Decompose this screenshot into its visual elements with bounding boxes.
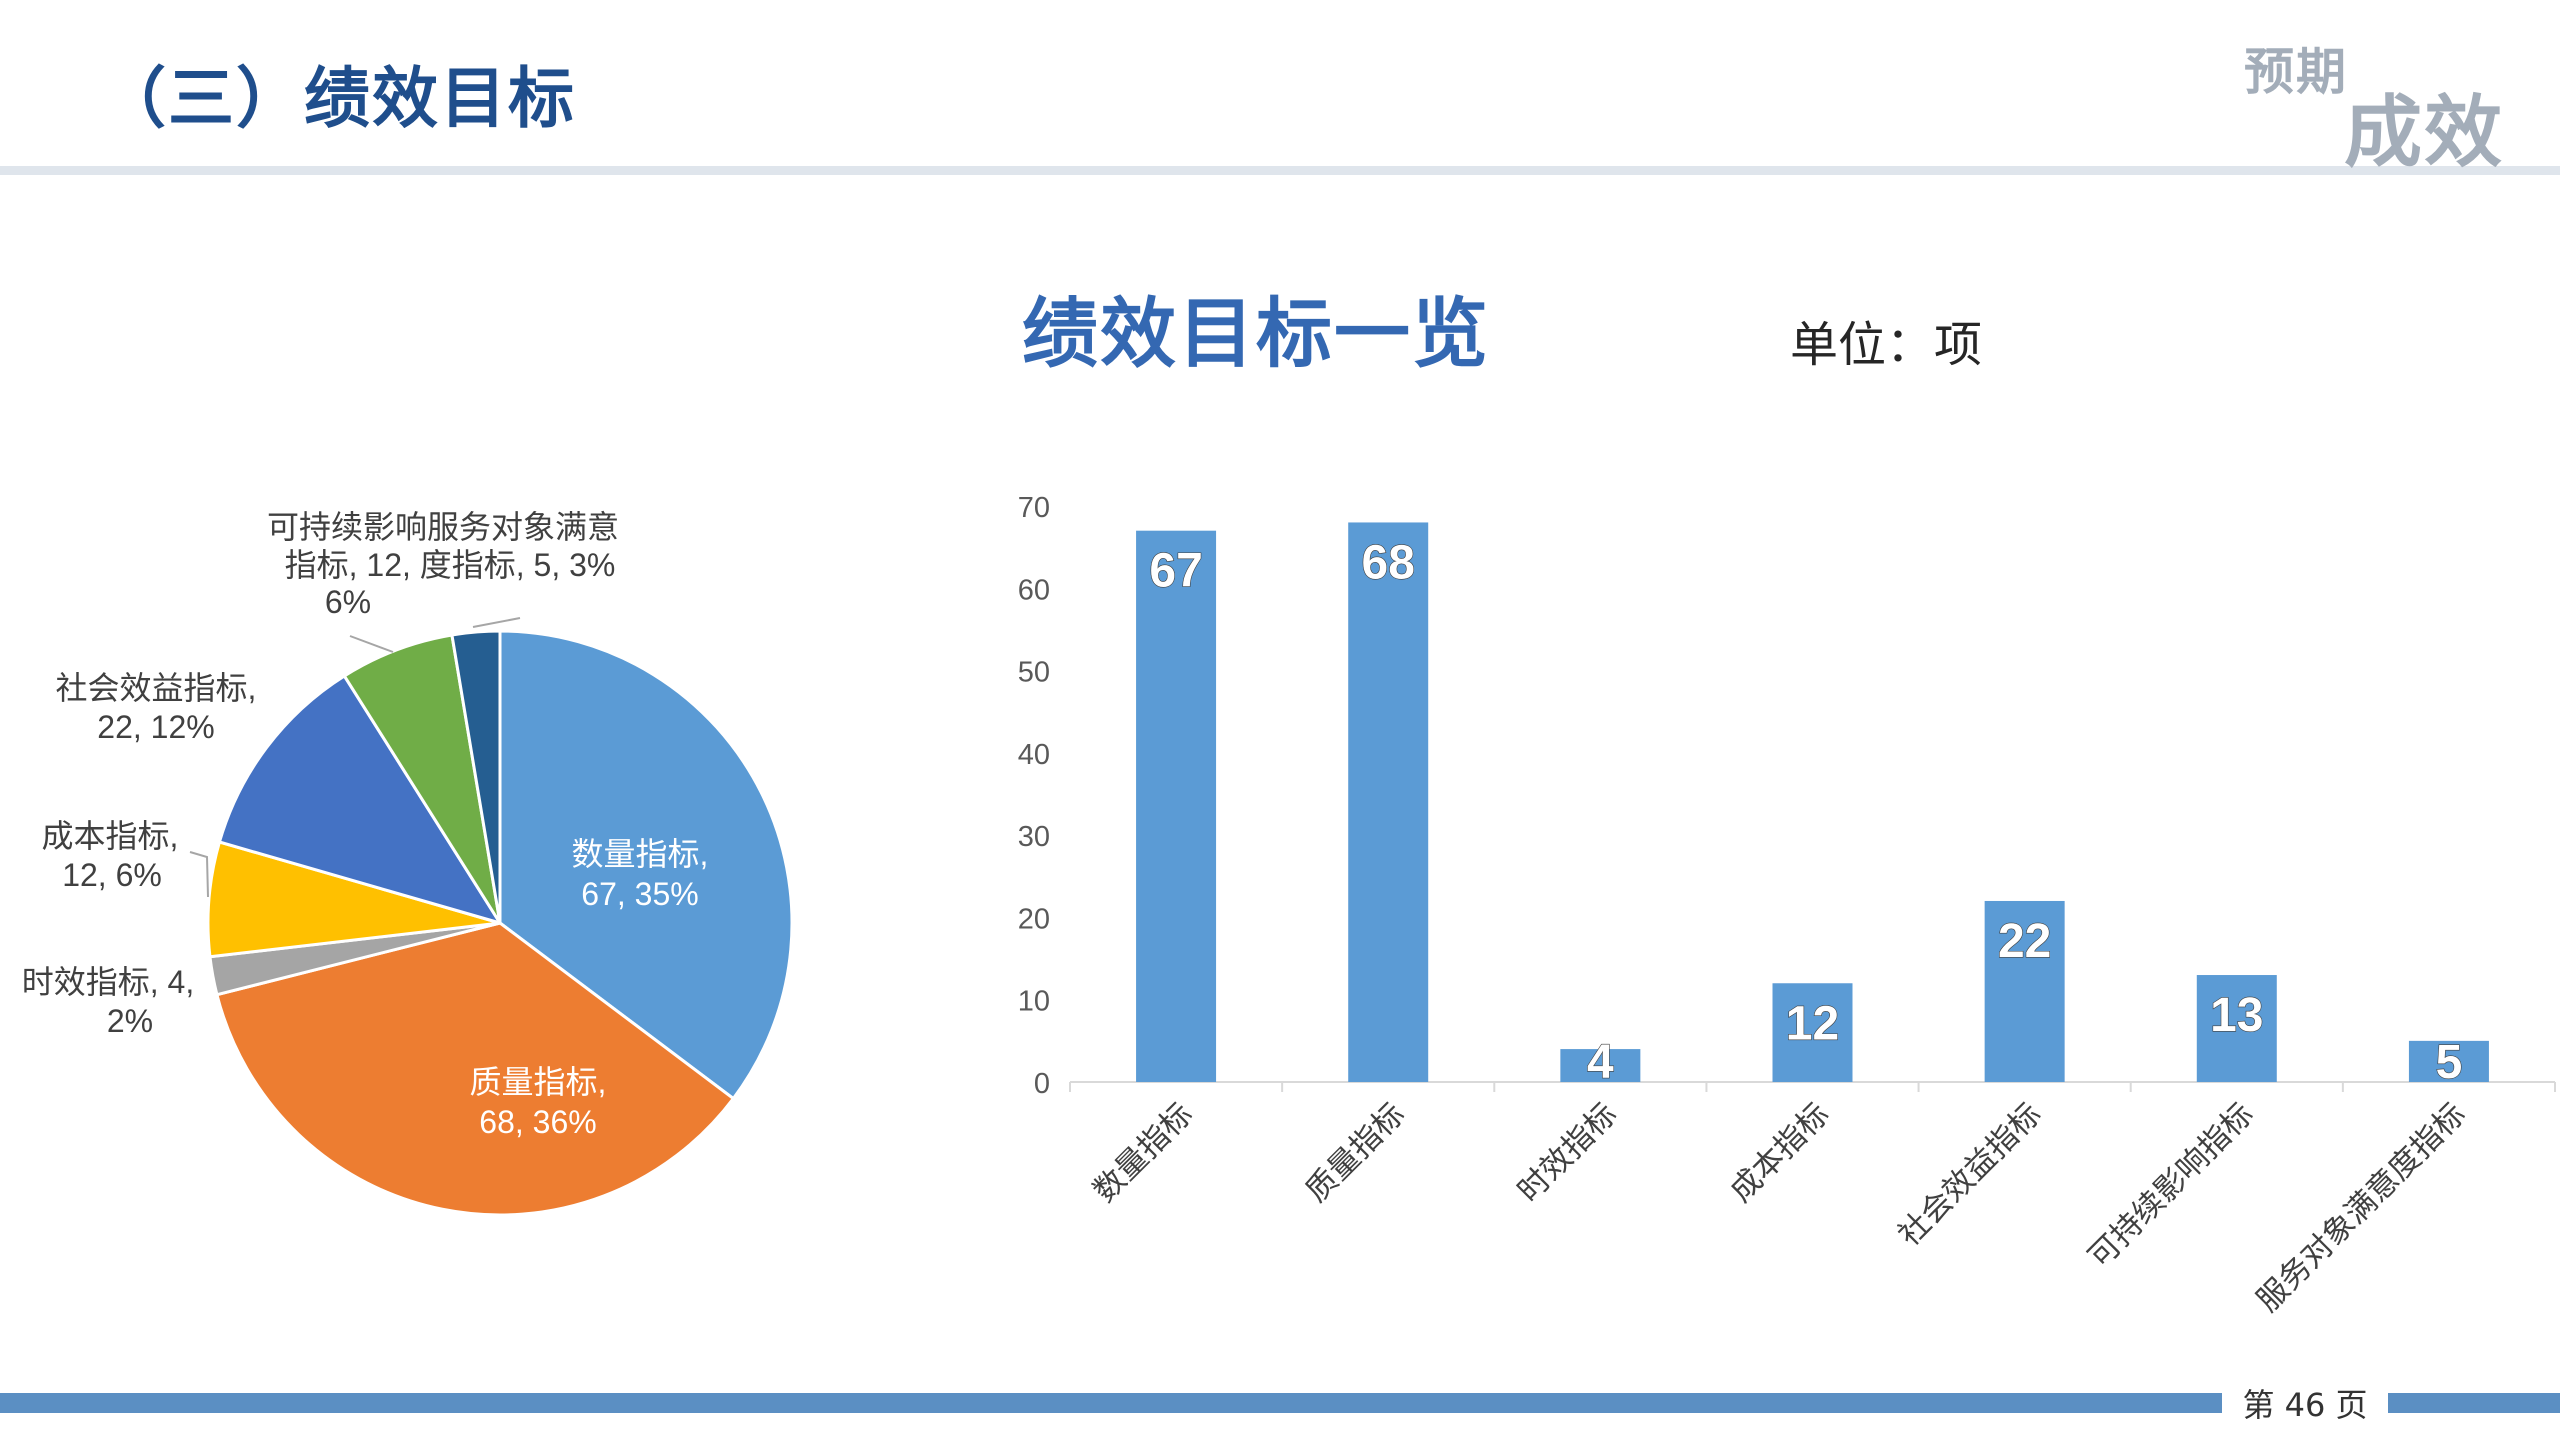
brand-line1: 预期 [2244, 43, 2348, 101]
page-title: （三）绩效目标 [100, 60, 576, 137]
pie-label: 68, 36% [479, 1104, 596, 1140]
pie-label: 2% [107, 1003, 153, 1039]
y-tick-label: 60 [1018, 574, 1050, 606]
pie-label: 社会效益指标, [56, 670, 257, 706]
pie-label: 质量指标, [470, 1064, 607, 1100]
pie-slice [498, 629, 794, 1101]
pie-label: 22, 12% [97, 709, 214, 745]
x-tick-label: 数量指标 [1087, 1096, 1199, 1208]
bar [1136, 530, 1217, 1082]
bar-value-label: 68 [1362, 536, 1415, 589]
pie-label: 可持续影响服务对象满意 [267, 509, 619, 545]
brand-line2: 成效 [2343, 88, 2504, 178]
pie-slice [206, 840, 501, 959]
unit-label: 单位：项 [1790, 317, 1983, 373]
pie-label: 数量指标, [572, 836, 709, 872]
bar-value-label: 13 [2210, 989, 2263, 1042]
y-tick-label: 50 [1018, 657, 1050, 689]
pie-leader-line [189, 851, 209, 898]
bar-value-label: 4 [1587, 1036, 1614, 1089]
x-tick-label: 质量指标 [1299, 1096, 1411, 1208]
pie-label: 6% [325, 584, 371, 620]
x-tick-label: 时效指标 [1511, 1096, 1623, 1208]
bar-value-label: 67 [1149, 545, 1202, 598]
bar [2408, 1040, 2489, 1082]
pie-label: 12, 6% [62, 857, 162, 893]
brand-logo: 预期 成效 [2244, 32, 2504, 178]
pie-chart: 数量指标, 67, 35% 质量指标, 68, 36% 时效指标, 4,2% 成本指标,1… [22, 509, 794, 1217]
bar-value-label: 12 [1786, 997, 1839, 1050]
bar [1348, 522, 1429, 1082]
pie-slice [215, 921, 736, 1217]
pie-leader-line [472, 617, 521, 628]
bar-value-label: 5 [2436, 1036, 2463, 1089]
bar-chart-title: 绩效目标一览 [1022, 289, 1490, 378]
bar [1772, 983, 1853, 1082]
pie-label: 67, 35% [581, 876, 698, 912]
bar-value-label: 22 [1998, 915, 2051, 968]
pie-slice [342, 633, 502, 924]
footer-bar-left [0, 1393, 2222, 1413]
bar [1984, 900, 2065, 1082]
x-tick-label: 服务对象满意度指标 [2250, 1096, 2472, 1318]
pie-leader-line [349, 635, 394, 653]
y-tick-label: 30 [1018, 821, 1050, 853]
bar-chart: 0 10 20 30 40 50 60 70 67 数量指标 68 质量指标 4 时效指标 12 成本指标 22… [1018, 492, 2556, 1318]
y-tick-label: 70 [1018, 492, 1050, 524]
pie-label: 成本指标, [42, 818, 179, 854]
footer-bar-right [2388, 1393, 2560, 1413]
y-tick-label: 0 [1034, 1068, 1050, 1100]
header-divider [0, 166, 2560, 175]
pie-label: 指标, 12, 度指标, 5, 3% [285, 547, 616, 583]
pie-slice [217, 673, 504, 926]
bar [1560, 1049, 1641, 1082]
pie-slice [450, 629, 502, 924]
bar [2196, 975, 2277, 1082]
x-tick-label: 社会效益指标 [1891, 1096, 2047, 1252]
x-tick-label: 成本指标 [1723, 1096, 1835, 1208]
y-tick-label: 20 [1018, 903, 1050, 935]
y-tick-label: 10 [1018, 986, 1050, 1018]
pie-label: 时效指标, 4, [22, 964, 194, 1000]
x-tick-label: 可持续影响指标 [2082, 1096, 2260, 1274]
page-number: 第 46 页 [2242, 1386, 2368, 1424]
y-tick-label: 40 [1018, 739, 1050, 771]
